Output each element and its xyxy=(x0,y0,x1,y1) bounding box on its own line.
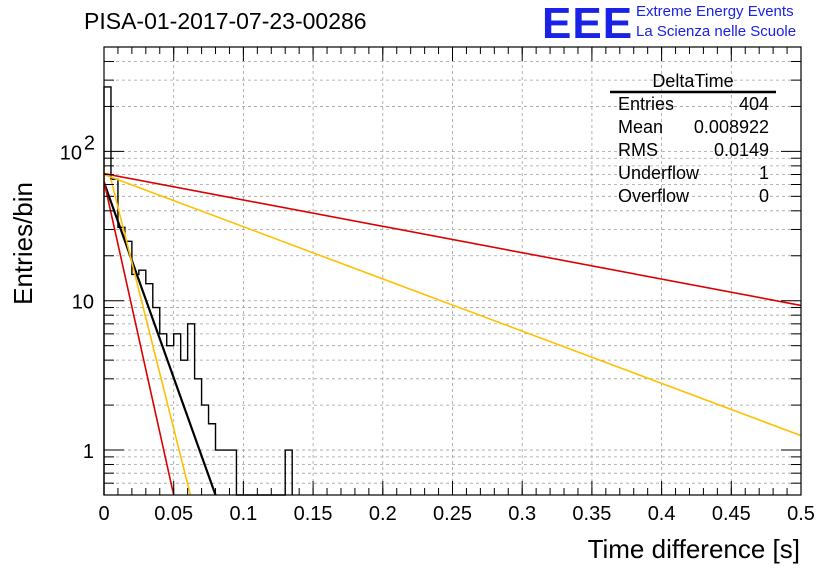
x-axis-title: Time difference [s] xyxy=(588,534,800,564)
stats-value: 0 xyxy=(759,186,769,206)
histogram-outline xyxy=(103,86,293,496)
stats-label: Entries xyxy=(618,94,674,114)
x-tick-label: 0.4 xyxy=(648,503,676,525)
grid-lines xyxy=(103,46,802,496)
x-tick-label: 0.2 xyxy=(369,503,397,525)
stats-value: 0.0149 xyxy=(714,140,769,160)
stats-label: Overflow xyxy=(618,186,690,206)
x-tick-label: 0.5 xyxy=(787,503,815,525)
fit-line xyxy=(104,173,801,437)
tick-labels: 0 0.05 0.1 0.15 0.2 0.25 0.3 0.35 0.4 0.45 0.51101… xyxy=(60,132,815,525)
stats-box: DeltaTime Entries 404 Mean 0.008922 RMS 0.014… xyxy=(610,71,776,206)
y-tick-label-exponent: 2 xyxy=(84,132,95,154)
stats-value: 404 xyxy=(739,94,769,114)
fit-line xyxy=(104,182,217,495)
x-tick-label: 0.45 xyxy=(712,503,751,525)
x-tick-label: 0 xyxy=(98,503,109,525)
histogram-bars xyxy=(103,86,293,496)
stats-label: Mean xyxy=(618,117,663,137)
x-tick-label: 0.35 xyxy=(572,503,611,525)
axis-ticks xyxy=(103,46,802,496)
x-tick-label: 0.3 xyxy=(508,503,536,525)
x-tick-label: 0.15 xyxy=(294,503,333,525)
y-tick-label: 10 xyxy=(72,292,94,314)
y-tick-label: 10 xyxy=(60,142,82,164)
stats-value: 0.008922 xyxy=(694,117,769,137)
logo-caption-line2: La Scienza nelle Scuole xyxy=(636,23,797,40)
stats-value: 1 xyxy=(759,163,769,183)
x-tick-label: 0.25 xyxy=(433,503,472,525)
logo-caption-line1: Extreme Energy Events xyxy=(636,3,794,20)
stats-label: Underflow xyxy=(618,163,700,183)
fit-line xyxy=(104,172,801,307)
fit-line xyxy=(104,181,175,495)
x-tick-label: 0.05 xyxy=(154,503,193,525)
y-tick-label: 1 xyxy=(83,441,94,463)
eee-logo: EEE xyxy=(542,0,634,48)
page-title: PISA-01-2017-07-23-00286 xyxy=(84,8,367,34)
y-axis-title: Entries/bin xyxy=(8,182,38,305)
fit-line xyxy=(110,179,192,495)
fit-lines xyxy=(104,172,801,495)
stats-label: RMS xyxy=(618,140,658,160)
stats-rows: Entries 404 Mean 0.008922 RMS 0.0149 Underflow… xyxy=(618,94,769,206)
stats-title: DeltaTime xyxy=(652,71,733,91)
x-tick-label: 0.1 xyxy=(229,503,257,525)
